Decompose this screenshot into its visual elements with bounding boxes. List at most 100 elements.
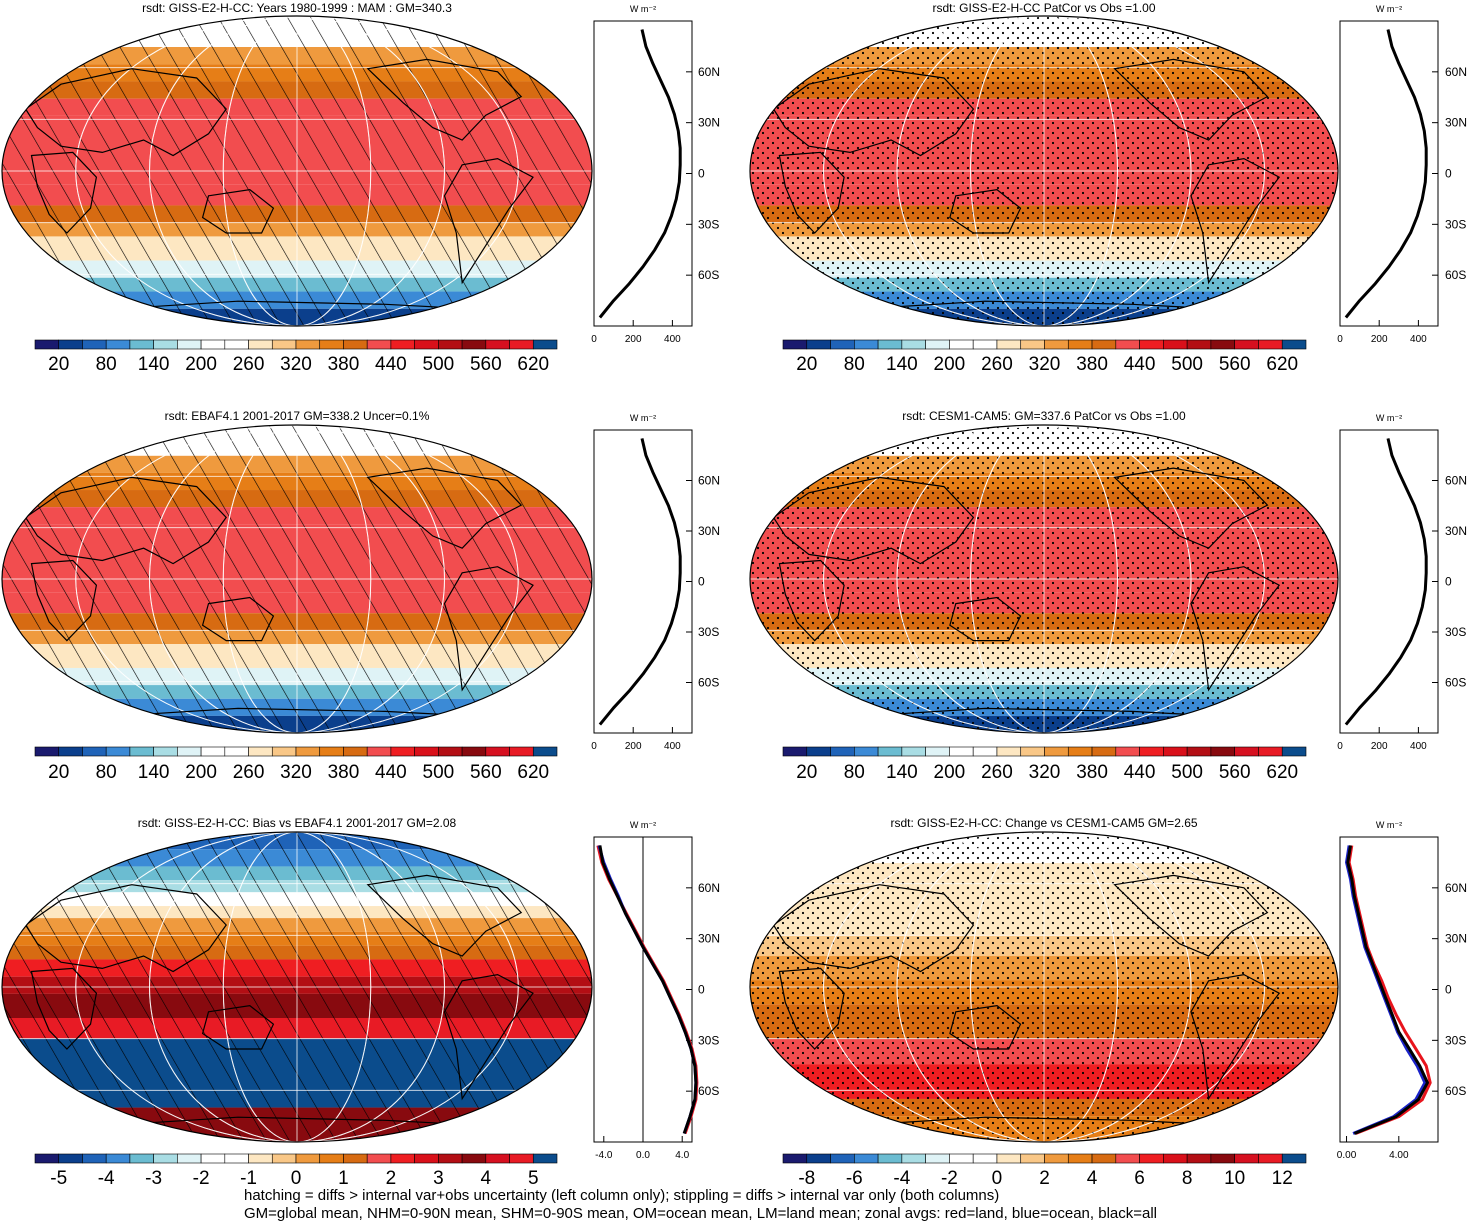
coastline-shape xyxy=(30,967,98,1050)
colorbar-swatch xyxy=(343,1153,368,1164)
zonal-lat-label: 30N xyxy=(1445,932,1467,946)
zonal-unit-label: W m⁻² xyxy=(1376,820,1402,830)
colorbar-tick-label: 8 xyxy=(1182,1168,1193,1189)
colorbar-swatch xyxy=(129,339,154,350)
zonal-x-label: 400 xyxy=(664,334,681,345)
colorbar: -8 -6 -4 -2 0 2 4 6 8 10 12 xyxy=(782,1153,1307,1189)
zonal-lat-label: 60S xyxy=(1445,1084,1466,1098)
colorbar-swatch xyxy=(1044,1153,1069,1164)
coastline-shape xyxy=(778,967,845,1050)
colorbar-swatch xyxy=(901,746,926,757)
zonal-frame xyxy=(593,20,693,327)
meridian-gridline xyxy=(75,425,519,733)
colorbar-tick-label: 440 xyxy=(375,762,407,783)
zonal-x-label: 0.00 xyxy=(1337,1150,1357,1161)
colorbar-tick-label: 320 xyxy=(1029,354,1061,375)
colorbar-swatch xyxy=(996,746,1022,757)
colorbar-swatch xyxy=(1020,746,1045,757)
zonal-all-line xyxy=(1346,845,1429,1135)
colorbar-tick-label: 440 xyxy=(375,354,407,375)
zonal-lat-label: 60S xyxy=(698,268,719,282)
colorbar-swatch xyxy=(295,746,321,757)
colorbar-tick-label: 500 xyxy=(423,354,455,375)
coastline-shape xyxy=(778,151,845,234)
colorbar-swatch xyxy=(319,1153,344,1164)
meridian-gridline xyxy=(75,16,519,326)
colorbar-tick-label: 200 xyxy=(934,762,966,783)
colorbar-swatch xyxy=(806,339,831,350)
coastline-shape xyxy=(443,566,534,692)
colorbar-tick-label: 320 xyxy=(1029,762,1061,783)
panel-2: rsdt: GISS-E2-H-CC PatCor vs Obs =1.00 20… xyxy=(749,1,1467,375)
colorbar-swatch xyxy=(1067,746,1093,757)
zonal-lat-label: 30S xyxy=(698,625,719,639)
colorbar-swatch xyxy=(343,746,368,757)
map-field xyxy=(2,832,592,1142)
coastline-shape xyxy=(24,884,227,973)
colorbar-swatch xyxy=(461,1153,487,1164)
colorbar-swatch xyxy=(177,1153,202,1164)
colorbar-swatch xyxy=(1281,1153,1307,1164)
colorbar-swatch xyxy=(58,339,83,350)
zonal-x-label: 0 xyxy=(1337,741,1343,752)
colorbar-tick-label: 20 xyxy=(796,762,817,783)
coastline-shape xyxy=(443,973,534,1101)
colorbar-swatch xyxy=(34,1153,60,1164)
colorbar-swatch xyxy=(58,746,83,757)
colorbar-swatch xyxy=(972,746,998,757)
colorbar-swatch xyxy=(877,1153,903,1164)
colorbar-swatch xyxy=(58,1153,83,1164)
meridian-gridline xyxy=(896,16,1192,326)
zonal-lat-label: 30N xyxy=(1445,524,1467,538)
map-field xyxy=(2,16,592,326)
colorbar-swatch xyxy=(830,1153,855,1164)
coastline-shape xyxy=(949,1004,1022,1050)
map-field xyxy=(750,16,1338,326)
zonal-frame xyxy=(593,429,693,734)
zonal-lat-label: 60S xyxy=(1445,268,1466,282)
colorbar-tick-label: -4 xyxy=(98,1168,115,1189)
zonal-unit-label: W m⁻² xyxy=(630,413,656,423)
colorbar-swatch xyxy=(1186,1153,1212,1164)
colorbar-tick-label: -4 xyxy=(893,1168,910,1189)
colorbar-tick-label: 140 xyxy=(886,762,918,783)
zonal-x-label: 0 xyxy=(591,334,597,345)
colorbar-swatch xyxy=(1044,746,1069,757)
colorbar-swatch xyxy=(996,1153,1022,1164)
colorbar-swatch xyxy=(1067,339,1093,350)
colorbar: 20 80 140 200 260 320 380 440 500 560 620 xyxy=(782,746,1307,783)
zonal-all-line xyxy=(598,29,682,319)
map-outline xyxy=(749,15,1339,327)
colorbar-tick-label: 560 xyxy=(1219,354,1251,375)
colorbar-swatch xyxy=(485,339,510,350)
colorbar-swatch xyxy=(949,339,974,350)
colorbar-swatch xyxy=(1163,746,1188,757)
meridian-gridline xyxy=(222,16,372,326)
map-field xyxy=(2,425,592,733)
zonal-lat-label: 30S xyxy=(1445,1033,1466,1047)
colorbar-swatch xyxy=(806,1153,831,1164)
zonal-x-label: 0.0 xyxy=(636,1150,650,1161)
colorbar-tick-label: 500 xyxy=(1171,354,1203,375)
zonal-lat-label: 60S xyxy=(1445,676,1466,690)
zonal-all-line xyxy=(1344,438,1428,726)
colorbar: 20 80 140 200 260 320 380 440 500 560 620 xyxy=(782,339,1307,375)
colorbar-tick-label: 0 xyxy=(992,1168,1003,1189)
colorbar-swatch xyxy=(830,339,855,350)
map-field xyxy=(750,425,1338,733)
colorbar-swatch xyxy=(461,339,487,350)
colorbar-swatch xyxy=(319,746,344,757)
zonal-x-label: 4.00 xyxy=(1389,1150,1409,1161)
coastlines xyxy=(772,58,1281,312)
footer-mean-definitions: GM=global mean, NHM=0-90N mean, SHM=0-90… xyxy=(244,1205,1158,1222)
colorbar: -5 -4 -3 -2 -1 0 1 2 3 4 5 xyxy=(34,1153,558,1189)
colorbar-swatch xyxy=(82,339,107,350)
panel-title: rsdt: GISS-E2-H-CC PatCor vs Obs =1.00 xyxy=(932,1,1155,15)
zonal-x-label: 200 xyxy=(1371,334,1388,345)
colorbar-swatch xyxy=(390,1153,415,1164)
meridian-gridline xyxy=(149,16,445,326)
colorbar-tick-label: 20 xyxy=(48,354,69,375)
zonal-x-label: 0 xyxy=(591,741,597,752)
colorbar-tick-label: 2 xyxy=(386,1168,397,1189)
